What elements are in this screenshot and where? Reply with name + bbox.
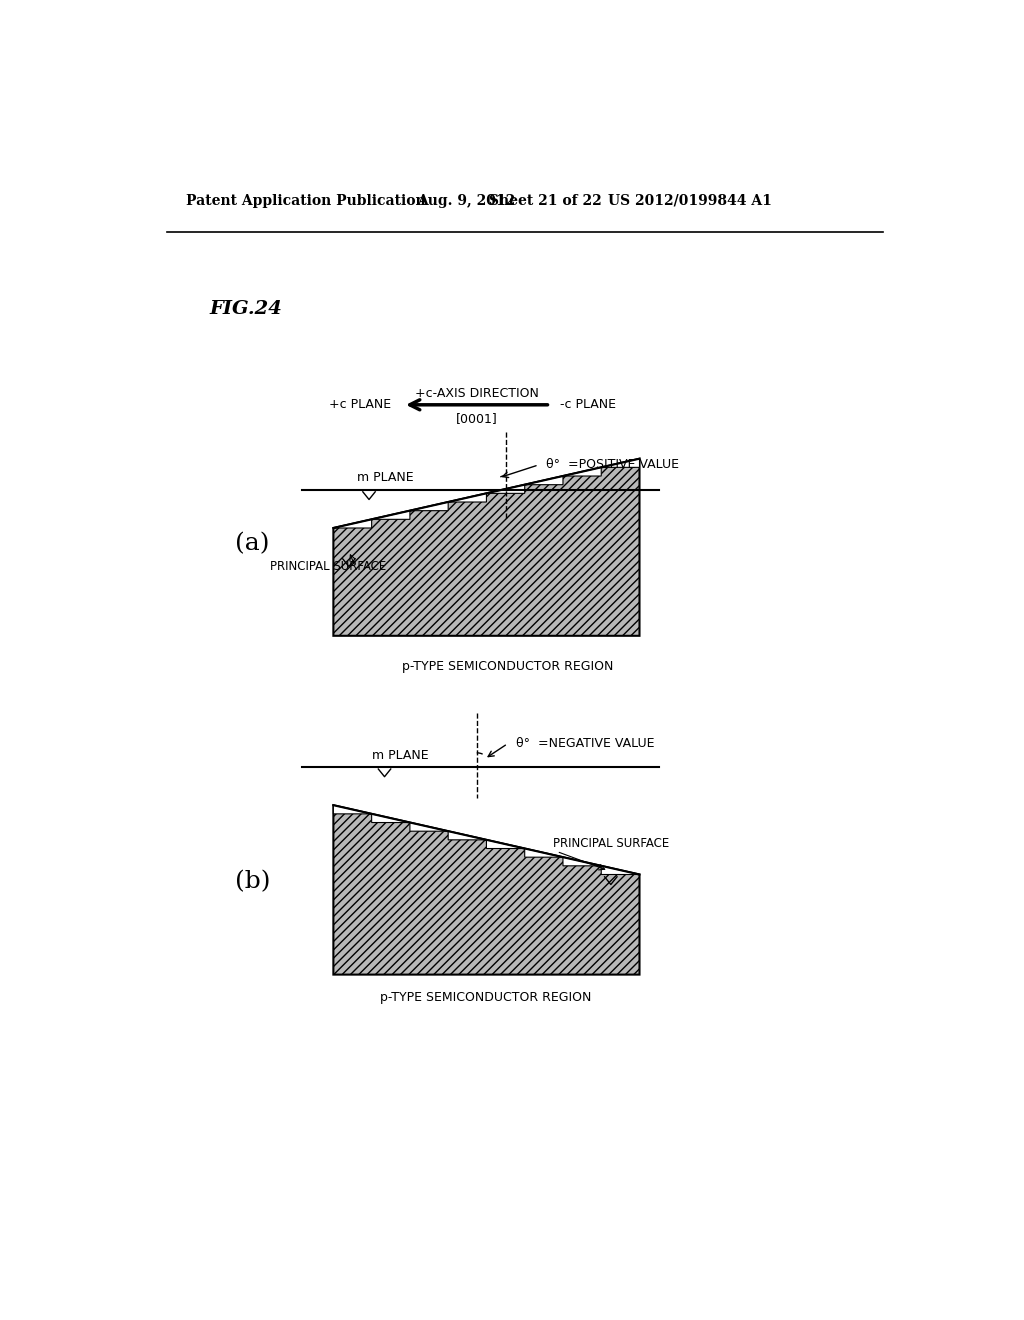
Text: PRINCIPAL SURFACE: PRINCIPAL SURFACE bbox=[553, 837, 669, 850]
Polygon shape bbox=[563, 467, 601, 477]
Text: +c-AXIS DIRECTION: +c-AXIS DIRECTION bbox=[415, 387, 539, 400]
Polygon shape bbox=[601, 459, 640, 467]
Text: [0001]: [0001] bbox=[456, 412, 498, 425]
Text: m PLANE: m PLANE bbox=[372, 748, 429, 762]
Text: +c PLANE: +c PLANE bbox=[330, 399, 391, 412]
Text: PRINCIPAL SURFACE: PRINCIPAL SURFACE bbox=[270, 560, 386, 573]
Text: -c PLANE: -c PLANE bbox=[560, 399, 616, 412]
Polygon shape bbox=[334, 459, 640, 636]
Polygon shape bbox=[449, 832, 486, 840]
Text: Sheet 21 of 22: Sheet 21 of 22 bbox=[489, 194, 602, 207]
Polygon shape bbox=[410, 502, 449, 511]
Polygon shape bbox=[563, 857, 601, 866]
Text: (b): (b) bbox=[234, 871, 270, 894]
Polygon shape bbox=[524, 477, 563, 484]
Polygon shape bbox=[334, 519, 372, 528]
Polygon shape bbox=[372, 814, 410, 822]
Polygon shape bbox=[601, 866, 640, 875]
Polygon shape bbox=[334, 805, 640, 974]
Polygon shape bbox=[486, 840, 524, 849]
Text: p-TYPE SEMICONDUCTOR REGION: p-TYPE SEMICONDUCTOR REGION bbox=[402, 660, 613, 673]
Polygon shape bbox=[410, 822, 449, 832]
Text: p-TYPE SEMICONDUCTOR REGION: p-TYPE SEMICONDUCTOR REGION bbox=[380, 991, 592, 1005]
Polygon shape bbox=[334, 805, 372, 814]
Text: Aug. 9, 2012: Aug. 9, 2012 bbox=[417, 194, 515, 207]
Text: US 2012/0199844 A1: US 2012/0199844 A1 bbox=[608, 194, 772, 207]
Text: Patent Application Publication: Patent Application Publication bbox=[186, 194, 426, 207]
Polygon shape bbox=[372, 511, 410, 519]
Text: m PLANE: m PLANE bbox=[356, 471, 414, 484]
Polygon shape bbox=[449, 494, 486, 502]
Text: θ°  =NEGATIVE VALUE: θ° =NEGATIVE VALUE bbox=[515, 737, 654, 750]
Polygon shape bbox=[486, 484, 524, 494]
Text: FIG.24: FIG.24 bbox=[209, 300, 283, 318]
Text: (a): (a) bbox=[234, 532, 269, 554]
Text: θ°  =POSITIVE VALUE: θ° =POSITIVE VALUE bbox=[547, 458, 680, 471]
Polygon shape bbox=[524, 849, 563, 857]
